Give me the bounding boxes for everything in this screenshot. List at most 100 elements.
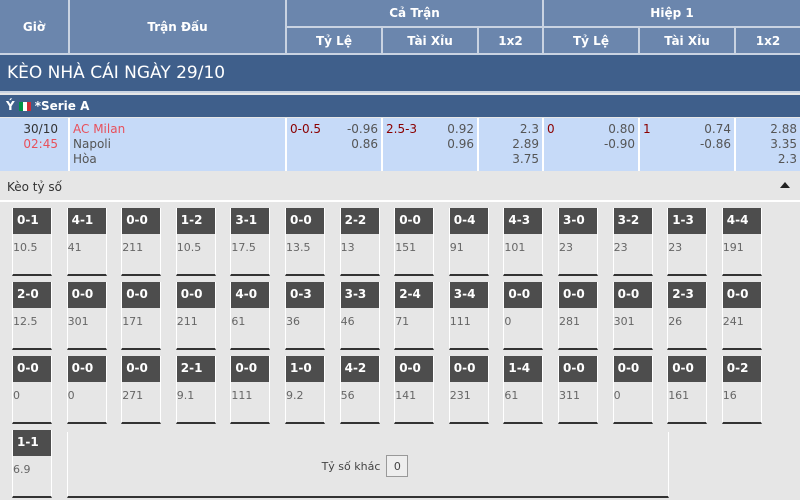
score-cell[interactable]: 0-0 171 bbox=[121, 282, 162, 350]
score-label: 4-2 bbox=[340, 356, 379, 382]
score-cell[interactable]: 0-0 111 bbox=[230, 356, 271, 424]
score-cell[interactable]: 1-2 10.5 bbox=[175, 208, 216, 276]
score-cell[interactable]: 4-3 101 bbox=[503, 208, 544, 276]
score-cell[interactable]: 0-0 281 bbox=[558, 282, 598, 350]
score-cell[interactable]: 2-2 13 bbox=[339, 208, 380, 276]
score-cell[interactable]: 4-2 56 bbox=[339, 356, 380, 424]
score-cell[interactable]: 4-0 61 bbox=[230, 282, 271, 350]
score-cell[interactable]: 0-0 301 bbox=[66, 282, 107, 350]
score-cell[interactable]: 0-0 151 bbox=[394, 208, 435, 276]
score-cell[interactable]: 3-1 17.5 bbox=[230, 208, 271, 276]
page-title: KÈO NHÀ CÁI NGÀY 29/10 bbox=[0, 55, 800, 93]
ft-hdp-home[interactable]: -0.96 bbox=[346, 122, 378, 136]
h1-handicap[interactable]: 0 0.80 -0.90 bbox=[544, 118, 640, 171]
ft-1x2-away[interactable]: 2.89 bbox=[512, 137, 539, 151]
h1-1x2-away[interactable]: 3.35 bbox=[770, 137, 797, 151]
ft-ou-line: 2.5-3 bbox=[386, 122, 418, 136]
score-cell[interactable]: 2-4 71 bbox=[394, 282, 435, 350]
score-cell[interactable]: 0-0 13.5 bbox=[285, 208, 325, 276]
collapse-caret-icon[interactable] bbox=[780, 182, 790, 188]
ft-1x2[interactable]: 2.3 2.89 3.75 bbox=[479, 118, 544, 171]
h1-ou-line: 1 bbox=[643, 122, 651, 136]
league-name: *Serie A bbox=[34, 99, 90, 113]
ft-1x2-draw[interactable]: 3.75 bbox=[512, 152, 539, 166]
score-label: 1-0 bbox=[286, 356, 324, 382]
score-cell[interactable]: 1-1 6.9 bbox=[12, 430, 52, 498]
score-cell[interactable]: 0-0 141 bbox=[394, 356, 435, 424]
h1-1x2[interactable]: 2.88 3.35 2.3 bbox=[736, 118, 800, 171]
score-cell[interactable]: 1-0 9.2 bbox=[285, 356, 325, 424]
score-odds: 0 bbox=[504, 315, 512, 328]
ft-hdp-away[interactable]: 0.86 bbox=[351, 137, 378, 151]
ft-hdp-line: 0-0.5 bbox=[290, 122, 322, 136]
h1-over-under[interactable]: 1 0.74 -0.86 bbox=[640, 118, 736, 171]
score-odds: 26 bbox=[668, 315, 683, 328]
ft-1x2-home[interactable]: 2.3 bbox=[519, 122, 539, 136]
score-cell[interactable]: 0-2 16 bbox=[721, 356, 762, 424]
score-label: 0-0 bbox=[613, 356, 652, 382]
score-label: 0-2 bbox=[722, 356, 761, 382]
score-odds: 191 bbox=[722, 241, 744, 254]
h1-1x2-draw[interactable]: 2.3 bbox=[777, 152, 797, 166]
h1-hdp-line: 0 bbox=[547, 122, 555, 136]
score-odds: 0 bbox=[13, 389, 20, 402]
score-cell[interactable]: 4-4 191 bbox=[721, 208, 762, 276]
h1-ou-over[interactable]: 0.74 bbox=[704, 122, 731, 136]
h1-hdp-away[interactable]: -0.90 bbox=[603, 137, 635, 151]
ft-over-under[interactable]: 2.5-3 0.92 0.96 bbox=[383, 118, 479, 171]
score-odds: 171 bbox=[122, 315, 144, 328]
score-cell[interactable]: 0-3 36 bbox=[285, 282, 325, 350]
ft-ou-under[interactable]: 0.96 bbox=[447, 137, 474, 151]
score-cell[interactable]: 1-4 61 bbox=[503, 356, 544, 424]
score-label: 1-3 bbox=[668, 208, 707, 234]
score-cell[interactable]: 2-3 26 bbox=[667, 282, 708, 350]
score-odds: 231 bbox=[449, 389, 471, 402]
score-cell[interactable]: 2-0 12.5 bbox=[12, 282, 52, 350]
header-ca-tran: Cả Trận bbox=[287, 0, 544, 28]
score-odds: 0 bbox=[613, 389, 621, 402]
score-cell[interactable]: 0-0 301 bbox=[612, 282, 653, 350]
score-cell[interactable]: 0-0 0 bbox=[66, 356, 107, 424]
other-score-label: Tỷ số khác bbox=[321, 459, 381, 473]
score-odds: 211 bbox=[122, 241, 144, 254]
score-cell[interactable]: 0-0 241 bbox=[721, 282, 762, 350]
league-row[interactable]: Ý *Serie A bbox=[0, 95, 800, 117]
score-cell[interactable]: 3-2 23 bbox=[612, 208, 653, 276]
score-cell[interactable]: 4-1 41 bbox=[66, 208, 107, 276]
score-cell[interactable]: 0-0 271 bbox=[121, 356, 162, 424]
score-cell[interactable]: 0-0 211 bbox=[121, 208, 162, 276]
h1-ou-under[interactable]: -0.86 bbox=[699, 137, 731, 151]
score-cell[interactable]: 0-1 10.5 bbox=[12, 208, 52, 276]
score-odds: 9.1 bbox=[176, 389, 195, 402]
h1-1x2-home[interactable]: 2.88 bbox=[770, 122, 797, 136]
away-team[interactable]: Napoli bbox=[73, 137, 111, 151]
score-cell[interactable]: 0-4 91 bbox=[448, 208, 489, 276]
score-cell[interactable]: 0-0 211 bbox=[175, 282, 216, 350]
score-cell[interactable]: 3-3 46 bbox=[339, 282, 380, 350]
score-cell[interactable]: 1-3 23 bbox=[667, 208, 708, 276]
score-label: 2-0 bbox=[13, 282, 51, 308]
home-team[interactable]: AC Milan bbox=[73, 122, 126, 136]
score-label: 0-0 bbox=[504, 282, 543, 308]
score-cell[interactable]: 0-0 311 bbox=[558, 356, 598, 424]
score-odds: 241 bbox=[722, 315, 744, 328]
score-label: 3-4 bbox=[449, 282, 488, 308]
score-cell[interactable]: 2-1 9.1 bbox=[175, 356, 216, 424]
score-cell[interactable]: 3-0 23 bbox=[558, 208, 598, 276]
score-odds: 12.5 bbox=[13, 315, 38, 328]
h1-hdp-home[interactable]: 0.80 bbox=[608, 122, 635, 136]
score-cell[interactable]: 0-0 161 bbox=[667, 356, 708, 424]
score-odds: 61 bbox=[504, 389, 519, 402]
score-cell[interactable]: 0-0 0 bbox=[612, 356, 653, 424]
score-cell[interactable]: 0-0 0 bbox=[12, 356, 52, 424]
other-score-value[interactable]: 0 bbox=[386, 455, 409, 477]
score-odds: 281 bbox=[559, 315, 580, 328]
ft-handicap[interactable]: 0-0.5 -0.96 0.86 bbox=[287, 118, 383, 171]
score-label: 2-2 bbox=[340, 208, 379, 234]
score-label: 0-0 bbox=[122, 282, 161, 308]
score-cell[interactable]: 0-0 0 bbox=[503, 282, 544, 350]
score-cell[interactable]: 3-4 111 bbox=[448, 282, 489, 350]
score-odds: 41 bbox=[67, 241, 82, 254]
ft-ou-over[interactable]: 0.92 bbox=[447, 122, 474, 136]
score-cell[interactable]: 0-0 231 bbox=[448, 356, 489, 424]
